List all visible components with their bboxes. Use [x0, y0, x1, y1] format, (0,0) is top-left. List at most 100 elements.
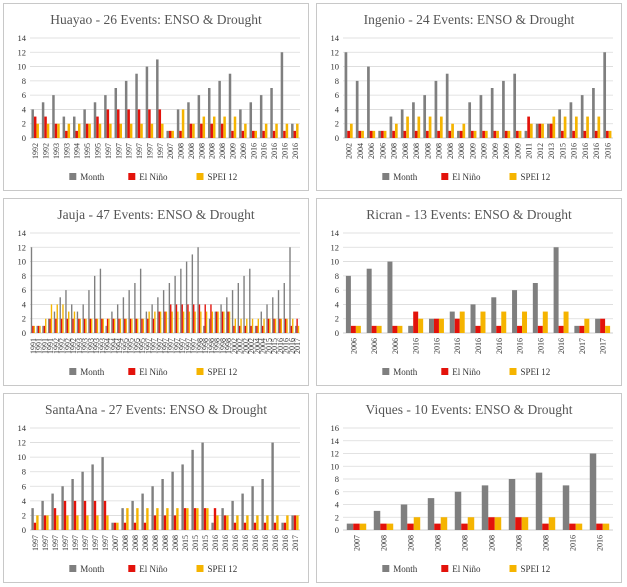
chart-title: SantaAna - 27 Events: ENSO & Drought [45, 402, 267, 417]
bar-spei [66, 515, 69, 530]
bar-month [574, 325, 580, 333]
bar-month [151, 486, 154, 530]
bar-month [249, 102, 253, 138]
bar-month [197, 95, 201, 138]
x-tick-label: 1997 [178, 338, 187, 354]
bar-spei [462, 123, 466, 138]
bar-month [490, 88, 494, 138]
legend-label-elnino: El Niño [452, 564, 481, 574]
bar-month [171, 471, 174, 530]
bar-elnino [66, 318, 69, 333]
x-tick-label: 2007 [353, 535, 362, 551]
bar-elnino [380, 523, 387, 530]
y-tick-label: 8 [22, 76, 26, 86]
bar-elnino [413, 311, 419, 333]
bar-spei [86, 515, 89, 530]
bar-spei [150, 123, 154, 138]
bar-elnino [407, 523, 414, 530]
legend-label-elnino: El Niño [452, 367, 481, 377]
bar-month [181, 464, 184, 530]
bar-month [428, 318, 434, 333]
y-tick-label: 10 [331, 257, 340, 267]
bar-elnino [124, 318, 126, 333]
bar-elnino [414, 130, 418, 138]
y-tick-label: 6 [22, 90, 26, 100]
x-tick-label: 2015 [264, 338, 273, 354]
bar-month [65, 290, 67, 333]
bar-elnino [475, 325, 481, 333]
legend-swatch-elnino [441, 173, 449, 180]
legend-swatch-spei [509, 565, 517, 572]
y-tick-label: 4 [335, 500, 340, 510]
chart-title: Ricran - 13 Events: ENSO & Drought [366, 207, 572, 222]
bar-month [508, 479, 516, 530]
bar-month [502, 80, 505, 138]
bar-elnino [504, 130, 508, 138]
bar-elnino [147, 318, 149, 333]
bar-elnino [263, 522, 267, 530]
bar-spei [451, 123, 454, 138]
bar-spei [223, 311, 225, 333]
bar-month [59, 297, 61, 333]
bar-spei [67, 123, 71, 138]
bar-spei [200, 311, 202, 333]
x-tick-label: 1994 [104, 338, 113, 354]
bar-month [387, 261, 393, 333]
legend-swatch-month [382, 565, 390, 572]
bar-month [166, 130, 169, 138]
bar-elnino [261, 325, 264, 333]
bar-elnino [83, 500, 87, 530]
x-tick-label: 2008 [151, 535, 160, 551]
bar-elnino [78, 318, 80, 333]
bar-elnino [213, 508, 217, 530]
bar-elnino [203, 508, 207, 530]
legend-swatch-month [69, 565, 77, 572]
bar-spei [136, 508, 139, 530]
y-tick-label: 10 [18, 452, 27, 462]
bar-elnino [33, 116, 37, 138]
bar-spei [254, 130, 258, 138]
bar-month [259, 95, 263, 138]
bar-elnino [220, 123, 224, 138]
x-tick-label: 1997 [190, 338, 199, 354]
legend-swatch-month [69, 368, 77, 375]
legend-swatch-elnino [128, 565, 136, 572]
bar-elnino [252, 130, 255, 138]
y-tick-label: 14 [18, 33, 27, 43]
x-tick-label: 2008 [390, 143, 399, 159]
bar-elnino [471, 130, 474, 138]
x-tick-label: 1992 [63, 338, 72, 354]
bar-month [345, 275, 351, 333]
bar-elnino [273, 522, 277, 530]
x-tick-label: 1997 [135, 143, 144, 159]
y-tick-label: 8 [22, 271, 26, 281]
bar-spei [406, 116, 409, 138]
bar-spei [136, 318, 139, 333]
bar-elnino [112, 318, 114, 333]
bar-elnino [250, 325, 252, 333]
y-tick-label: 14 [331, 436, 340, 446]
bar-month [468, 102, 472, 138]
bar-month [99, 268, 102, 333]
x-tick-label: 1998 [224, 338, 233, 354]
chart-svg-ricran: Ricran - 13 Events: ENSO & Drought 0 2 4 6 8 1… [331, 207, 613, 377]
bar-elnino [127, 109, 130, 138]
y-tick-label: 14 [331, 228, 340, 238]
x-tick-label: 2004 [253, 338, 262, 354]
x-tick-label: 2016 [592, 143, 601, 159]
bar-month [532, 283, 538, 333]
bar-month [185, 261, 188, 333]
x-tick-label: 2015 [201, 535, 210, 551]
bar-month [454, 491, 462, 530]
bar-spei [186, 508, 189, 530]
bar-elnino [283, 130, 286, 138]
bar-month [589, 453, 597, 530]
bar-elnino [175, 304, 178, 333]
bar-month [243, 275, 245, 333]
bar-elnino [358, 130, 362, 138]
bar-elnino [89, 318, 92, 333]
x-tick-label: 1992 [52, 338, 61, 354]
bar-elnino [153, 515, 157, 530]
bar-month [124, 80, 128, 138]
bar-spei [57, 123, 60, 138]
